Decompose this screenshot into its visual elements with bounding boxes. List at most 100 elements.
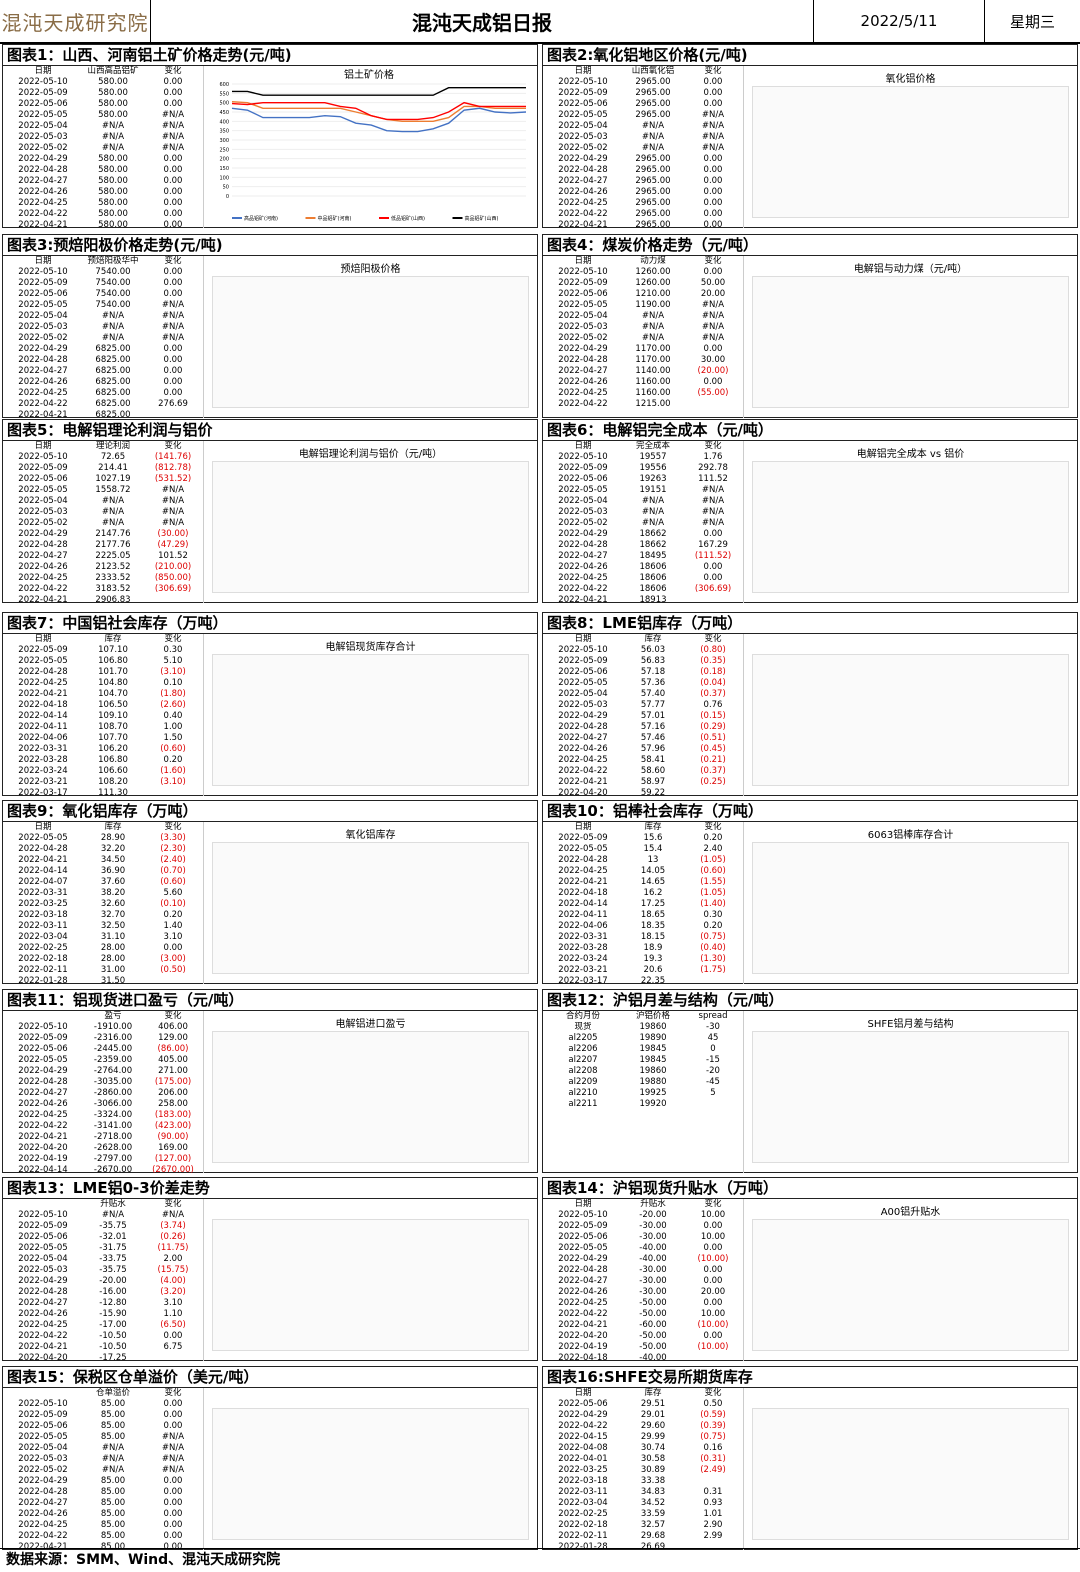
table-row: 2022-04-29 29.01 (0.59) xyxy=(543,1410,743,1421)
table-cell: 0.00 xyxy=(703,1298,723,1308)
table-header-cell: 变化 xyxy=(704,256,722,266)
table-cell: 2022-03-21 xyxy=(558,965,608,975)
data-table: 日期 理论利润 变化 2022-05-10 72.65 (141.76) 2022-05-0… xyxy=(3,441,204,606)
table-cell: 2022-03-25 xyxy=(18,899,68,909)
panel-title: 图表1：山西、河南铝土矿价格走势(元/吨) xyxy=(3,45,537,66)
table-row: 2022-04-28 32.20 (2.30) xyxy=(3,844,203,855)
table-cell: 2022-04-22 xyxy=(18,209,68,219)
table-row: 2022-05-09 -2316.00 129.00 xyxy=(3,1033,203,1044)
table-row: 2022-04-27 -30.00 0.00 xyxy=(543,1276,743,1287)
table-cell: #N/A xyxy=(701,322,725,332)
table-cell: 85.00 xyxy=(100,1410,126,1420)
table-cell: 2022-05-02 xyxy=(18,518,68,528)
table-cell: 7540.00 xyxy=(95,289,131,299)
table-cell: 2022-05-02 xyxy=(558,143,608,153)
table-row: 2022-04-26 2965.00 0.00 xyxy=(543,187,743,198)
table-cell: 57.16 xyxy=(640,722,666,732)
table-row: 2022-05-05 15.4 2.40 xyxy=(543,844,743,855)
table-cell: (3.10) xyxy=(160,777,186,787)
table-cell: 1.50 xyxy=(163,733,183,743)
table-cell: -2445.00 xyxy=(93,1044,133,1054)
table-cell: 20.00 xyxy=(700,289,726,299)
table-cell: 0.00 xyxy=(703,187,723,197)
table-cell: 0.16 xyxy=(703,1443,723,1453)
table-cell: -2797.00 xyxy=(93,1154,133,1164)
table-cell: (111.52) xyxy=(694,551,732,561)
table-row: 2022-04-22 2965.00 0.00 xyxy=(543,209,743,220)
chart-title: A00铝升贴水 xyxy=(880,1207,941,1218)
legend-label: 低品铝矿(山西) xyxy=(391,215,425,222)
table-row: 2022-04-21 14.65 (1.55) xyxy=(543,877,743,888)
table-cell: 2022-05-10 xyxy=(558,1210,608,1220)
table-row: 2022-03-24 19.3 (1.30) xyxy=(543,954,743,965)
table-cell: 2022-04-20 xyxy=(558,1331,608,1341)
table-cell: 2022-05-05 xyxy=(558,110,608,120)
table-header-cell: 日期 xyxy=(34,634,52,644)
table-row: 2022-04-25 104.80 0.10 xyxy=(3,678,203,689)
table-cell: 0.00 xyxy=(163,77,183,87)
table-cell: 0.00 xyxy=(163,1498,183,1508)
bauxite-price-chart: 铝土矿价格 0 50 100 150 200 250 300 350 400 450 500 550 60… xyxy=(219,68,527,222)
table-cell: al2206 xyxy=(568,1044,598,1054)
table-cell: 405.00 xyxy=(158,1055,188,1065)
table-header-cell: 变化 xyxy=(164,1199,182,1209)
table-cell: 0.00 xyxy=(703,573,723,583)
table-header-cell xyxy=(3,1011,83,1022)
table-row: 2022-04-21 2906.83 xyxy=(3,595,203,606)
table-cell: 2022-04-25 xyxy=(18,198,68,208)
table-cell: 28.90 xyxy=(100,833,126,843)
table-row: 2022-05-09 85.00 0.00 xyxy=(3,1410,203,1421)
table-row: 2022-03-11 34.83 0.31 xyxy=(543,1487,743,1498)
table-cell: 57.96 xyxy=(640,744,666,754)
table-cell: 26.69 xyxy=(640,1542,666,1552)
table-cell: 85.00 xyxy=(100,1487,126,1497)
table-cell: 2022-04-20 xyxy=(558,788,608,798)
y-tick-label: 500 xyxy=(219,101,229,107)
table-cell: (0.15) xyxy=(700,711,726,721)
table-cell: al2209 xyxy=(568,1077,598,1087)
table-header-cell: 日期 xyxy=(34,441,52,451)
table-cell: 0.00 xyxy=(163,187,183,197)
table-row: 2022-05-04 #N/A #N/A xyxy=(543,121,743,132)
table-row: 2022-04-14 -2670.00 (2670.00) xyxy=(3,1165,203,1176)
table-cell: #N/A xyxy=(161,1210,185,1220)
report-weekday: 星期三 xyxy=(1009,12,1055,31)
table-cell: 0.00 xyxy=(163,366,183,376)
table-cell: 18.15 xyxy=(640,932,666,942)
table-cell: 2022-04-22 xyxy=(558,399,608,409)
table-header-row: 升贴水 变化 xyxy=(3,1199,203,1210)
table-cell: 0.00 xyxy=(163,388,183,398)
table-cell: 2022-04-11 xyxy=(18,722,68,732)
table-cell: (0.26) xyxy=(160,1232,186,1242)
table-cell: 2022-04-29 xyxy=(18,344,68,354)
table-cell xyxy=(683,976,743,987)
table-header-cell: 库存 xyxy=(644,634,662,644)
table-cell: 0.00 xyxy=(163,1487,183,1497)
chart-area: 电解铝理论利润与铝价（元/吨） xyxy=(204,441,537,603)
table-cell: (0.21) xyxy=(700,755,726,765)
table-row: 2022-05-04 #N/A #N/A xyxy=(3,1443,203,1454)
table-cell: 28.00 xyxy=(100,954,126,964)
table-cell: #N/A xyxy=(101,507,125,517)
table-row: 2022-02-11 29.68 2.99 xyxy=(543,1531,743,1542)
table-cell: 2022-04-29 xyxy=(558,1410,608,1420)
table-row: 2022-04-06 107.70 1.50 xyxy=(3,733,203,744)
table-cell: 5 xyxy=(710,1088,716,1098)
table-cell: (0.51) xyxy=(700,733,726,743)
table-row: 2022-04-28 57.16 (0.29) xyxy=(543,722,743,733)
table-cell: 85.00 xyxy=(100,1520,126,1530)
table-cell: 2022-05-10 xyxy=(18,1210,68,1220)
table-cell: 2022-05-03 xyxy=(558,700,608,710)
table-cell: 2022-04-29 xyxy=(18,1276,68,1286)
chart-panel: 图表15：保税区仓单溢价（美元/吨） 仓单溢价 变化 2022-05-10 85.00 0… xyxy=(2,1366,538,1552)
table-row: 2022-04-21 580.00 0.00 xyxy=(3,220,203,231)
table-row: 2022-04-20 -2628.00 169.00 xyxy=(3,1143,203,1154)
table-cell: 2022-04-25 xyxy=(18,678,68,688)
table-cell: 56.83 xyxy=(640,656,666,666)
table-header-cell: 库存 xyxy=(104,634,122,644)
table-cell: al2208 xyxy=(568,1066,598,1076)
table-cell: 2022-02-25 xyxy=(558,1509,608,1519)
table-cell: 0.00 xyxy=(703,77,723,87)
data-table: 日期 库存 变化 2022-05-06 29.51 0.50 2022-04-29 29.01… xyxy=(543,1388,744,1552)
table-cell: 2022-04-28 xyxy=(18,1077,68,1087)
